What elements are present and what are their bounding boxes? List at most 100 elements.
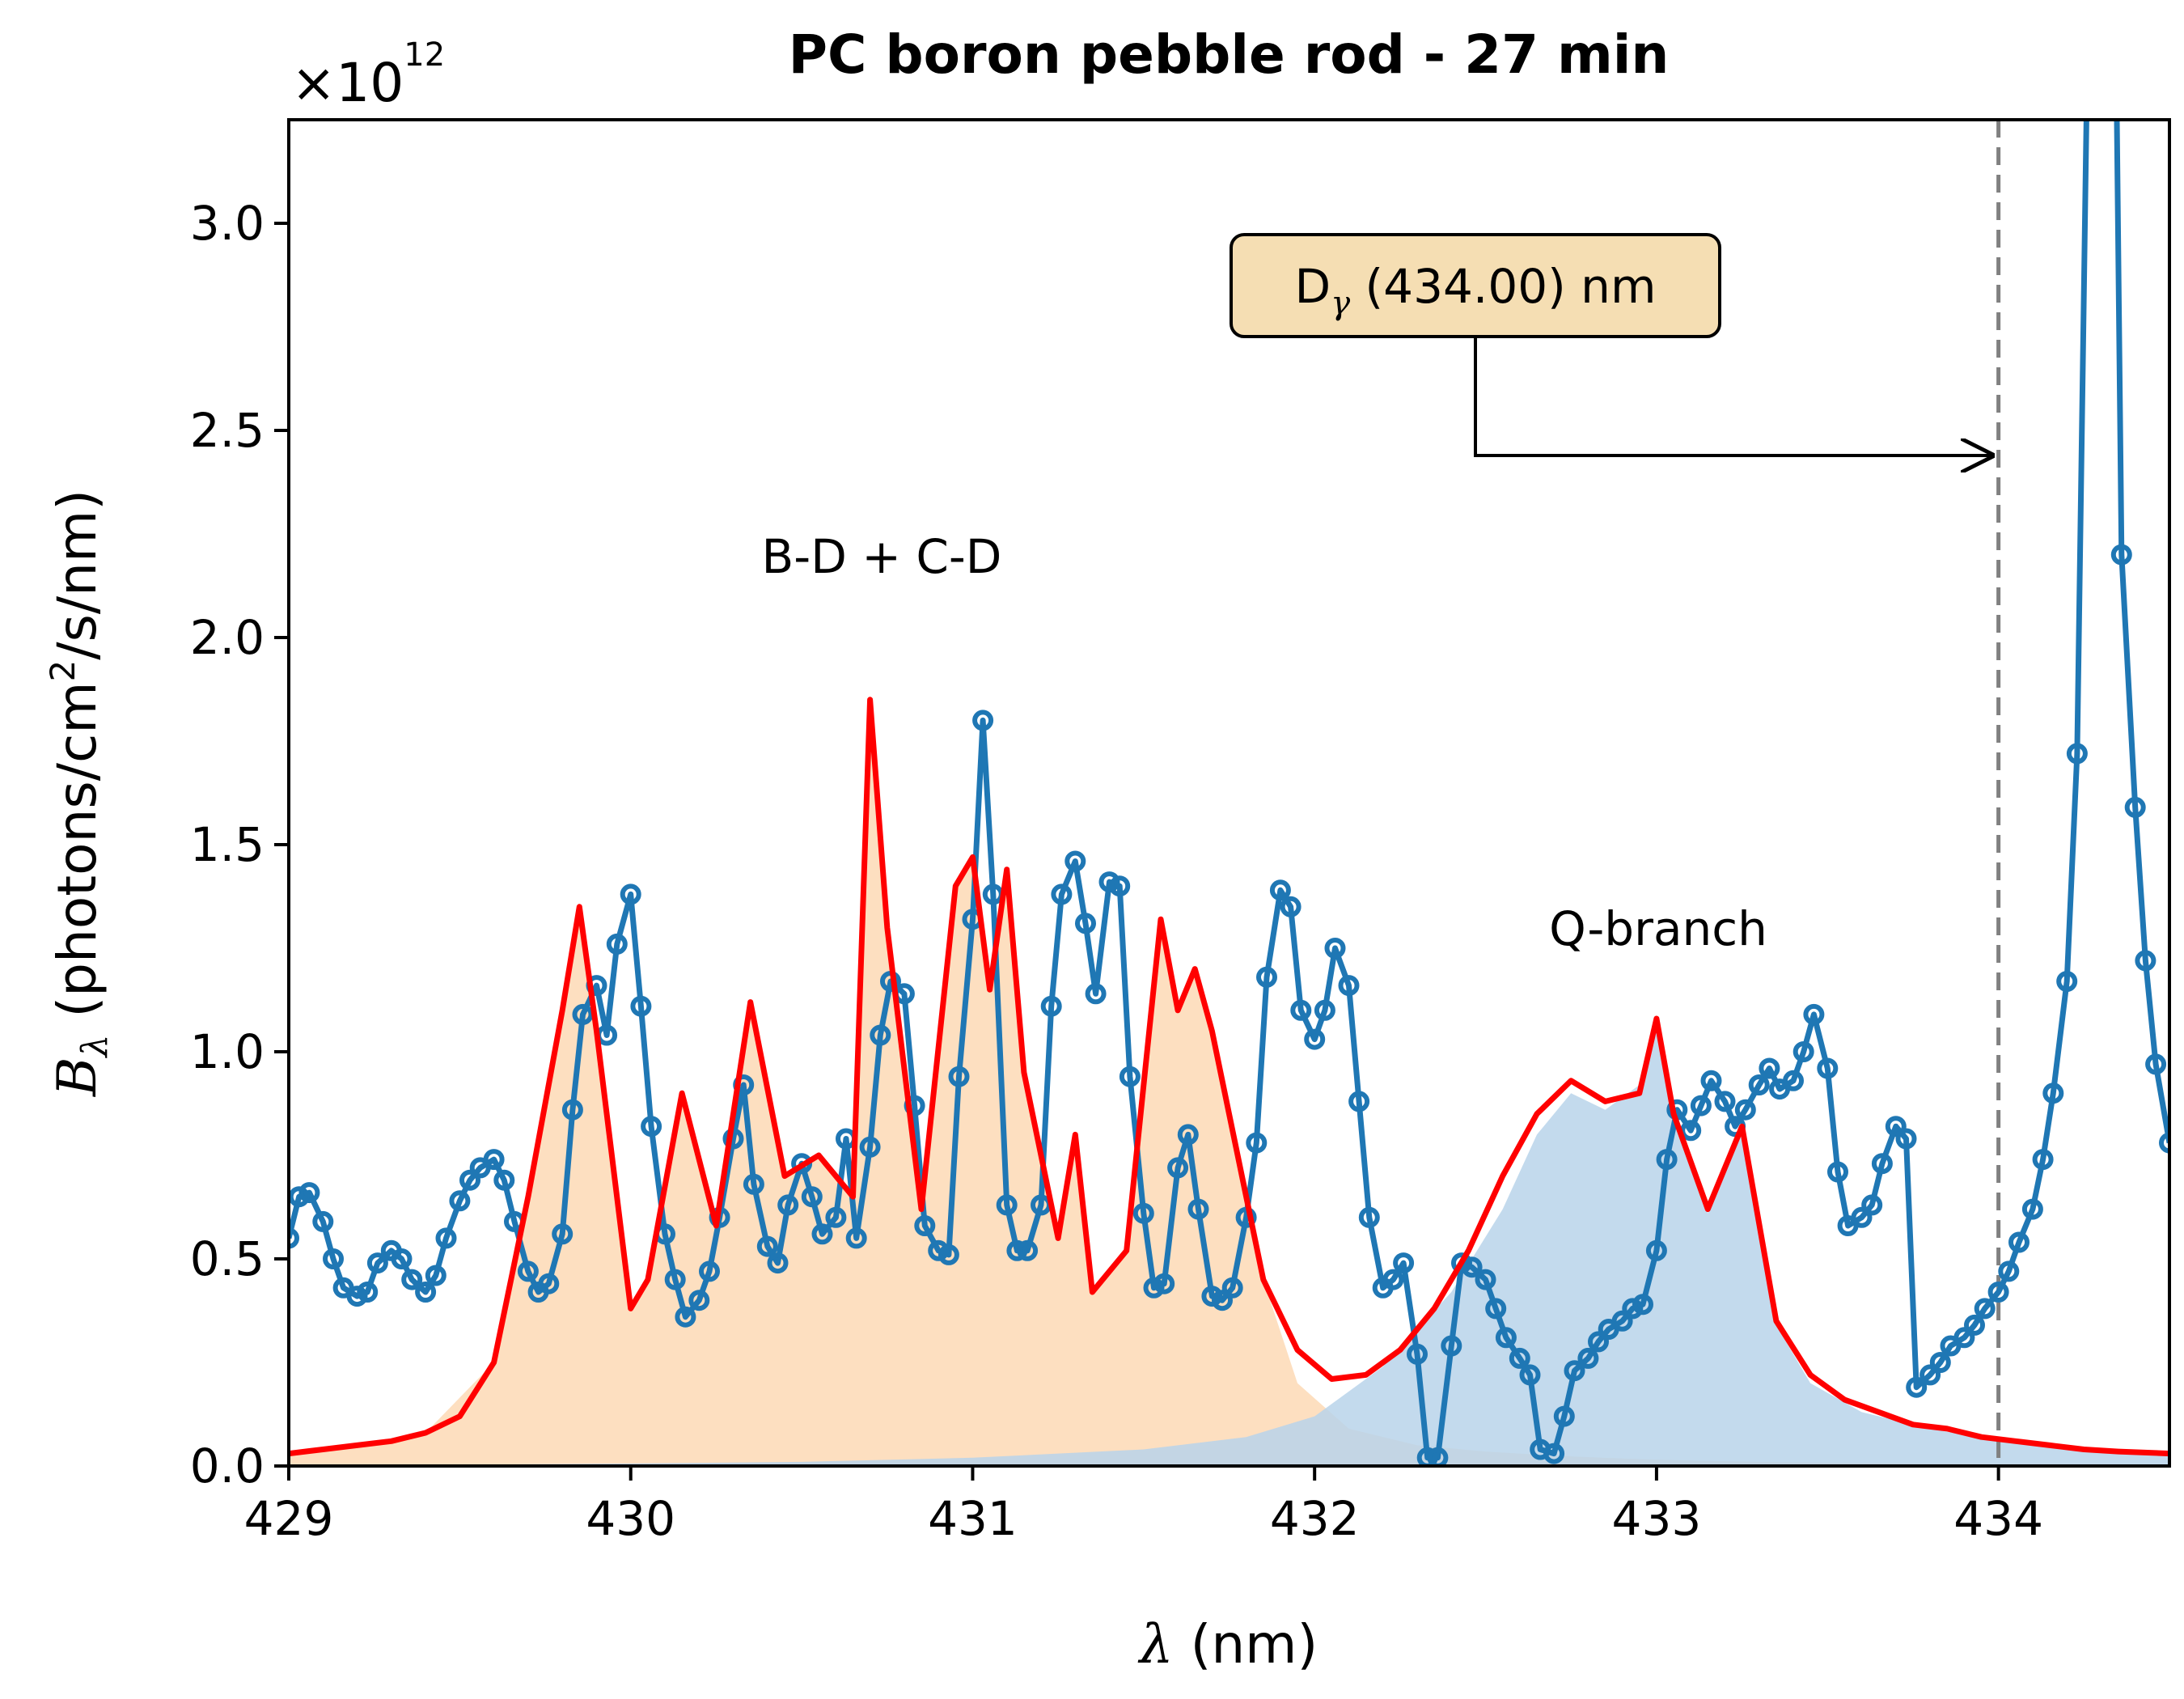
measured-point [1792, 1041, 1814, 1062]
measured-point [2135, 950, 2156, 972]
measured-point [777, 1194, 799, 1216]
measured-point [1632, 1294, 1653, 1316]
plot-area [289, 49, 2169, 1466]
measured-point [1871, 1153, 1893, 1175]
measured-point [1221, 1277, 1243, 1299]
measured-point [1006, 1239, 1028, 1261]
measured-point [801, 1186, 823, 1208]
dgamma-label-subscript: γ [1331, 285, 1350, 322]
measured-point [1119, 1066, 1141, 1087]
q-branch-label: Q-branch [1549, 901, 1767, 956]
measured-point [1358, 1206, 1380, 1228]
measured-point [2110, 544, 2132, 566]
measured-point [1109, 875, 1131, 897]
x-tick-label: 433 [1612, 1491, 1702, 1546]
measured-point [2066, 743, 2088, 765]
measured-point [1690, 1095, 1712, 1116]
chart-title: PC boron pebble rod - 27 min [789, 23, 1670, 86]
dgamma-label: Dγ (434.00) nm [1295, 259, 1657, 322]
measured-point [449, 1190, 471, 1212]
measured-point [1256, 966, 1277, 988]
measured-point [1064, 850, 1086, 872]
measured-point [572, 1003, 594, 1025]
measured-point [2080, 49, 2096, 66]
y-axis-label-subscript: λ [74, 1035, 116, 1059]
fill-layer [289, 699, 2169, 1466]
measured-point [357, 1282, 379, 1303]
measured-point [1017, 1239, 1039, 1261]
measured-point [870, 1024, 891, 1046]
measured-point [1622, 1298, 1644, 1320]
measured-point [1564, 1360, 1585, 1382]
y-tick-label: 1.0 [190, 1024, 265, 1079]
y-tick-label: 0.5 [190, 1231, 265, 1286]
measured-point [1553, 1405, 1575, 1427]
measured-point [2021, 1198, 2043, 1220]
measured-point [561, 1099, 583, 1121]
measured-point [552, 1223, 574, 1245]
y-tick-label: 0.0 [190, 1438, 265, 1494]
measured-point [1475, 1269, 1496, 1290]
measured-point [675, 1306, 696, 1328]
y-axis-label-unit-b: /s/nm) [46, 489, 108, 660]
measured-point [1885, 1116, 1907, 1138]
measured-point [1075, 913, 1096, 934]
measured-point [415, 1282, 437, 1303]
measured-point [366, 1252, 388, 1274]
measured-point [1314, 999, 1335, 1021]
measured-point [2124, 796, 2146, 818]
measured-point [859, 1136, 881, 1158]
measured-point [517, 1260, 539, 1282]
measured-point [483, 1149, 505, 1171]
measured-point [1201, 1286, 1223, 1307]
measured-point [767, 1252, 789, 1274]
measured-point [1998, 1260, 2020, 1282]
x-axis-label-symbol: λ [1137, 1613, 1174, 1676]
x-axis: 429 430 431 432 433 434 [244, 1466, 2043, 1546]
y-tick-label: 1.5 [190, 817, 265, 872]
measured-point [1187, 1198, 1209, 1220]
measured-point [2042, 1083, 2064, 1104]
measured-point [699, 1260, 720, 1282]
bd-cd-fill-area [289, 699, 2169, 1466]
measured-point [425, 1265, 447, 1286]
measured-point [1953, 1327, 1975, 1349]
measured-point [1485, 1298, 1507, 1320]
measured-point [2032, 1149, 2054, 1171]
measured-point [1280, 896, 1302, 917]
measured-point [2056, 971, 2078, 992]
measured-point [538, 1273, 560, 1294]
measured-point [1382, 1269, 1404, 1290]
measured-point [1827, 1161, 1848, 1183]
measured-point [1817, 1057, 1839, 1079]
measured-point [1645, 1239, 1667, 1261]
measured-point [1974, 1298, 1996, 1320]
measured-point [323, 1248, 344, 1269]
dgamma-annotation: Dγ (434.00) nm [1230, 233, 1992, 455]
measured-point [1441, 1335, 1462, 1357]
measured-point [641, 1116, 662, 1138]
measured-point [948, 1066, 970, 1087]
measured-point [1919, 1364, 1941, 1386]
measured-point [1153, 1273, 1175, 1294]
measured-point [1348, 1091, 1370, 1112]
measured-point [1700, 1070, 1722, 1091]
y-tick-label: 3.0 [190, 196, 265, 251]
measured-point [1269, 879, 1291, 901]
y-multiplier-exponent: 12 [404, 36, 445, 74]
measured-point [1177, 1124, 1199, 1146]
measured-point [845, 1227, 867, 1249]
measured-point [298, 1182, 320, 1204]
measured-point [1680, 1120, 1702, 1142]
measured-point [1304, 1028, 1326, 1050]
x-axis-label: λ (nm) [1137, 1613, 1318, 1676]
measured-point [1734, 1099, 1756, 1121]
measured-point [630, 995, 652, 1017]
measured-point [1656, 1149, 1678, 1171]
measured-point [620, 883, 641, 905]
measured-point [289, 1227, 299, 1249]
y-axis-label-superscript: 2 [43, 660, 83, 682]
measured-point [312, 1210, 334, 1232]
measured-point [811, 1223, 833, 1245]
